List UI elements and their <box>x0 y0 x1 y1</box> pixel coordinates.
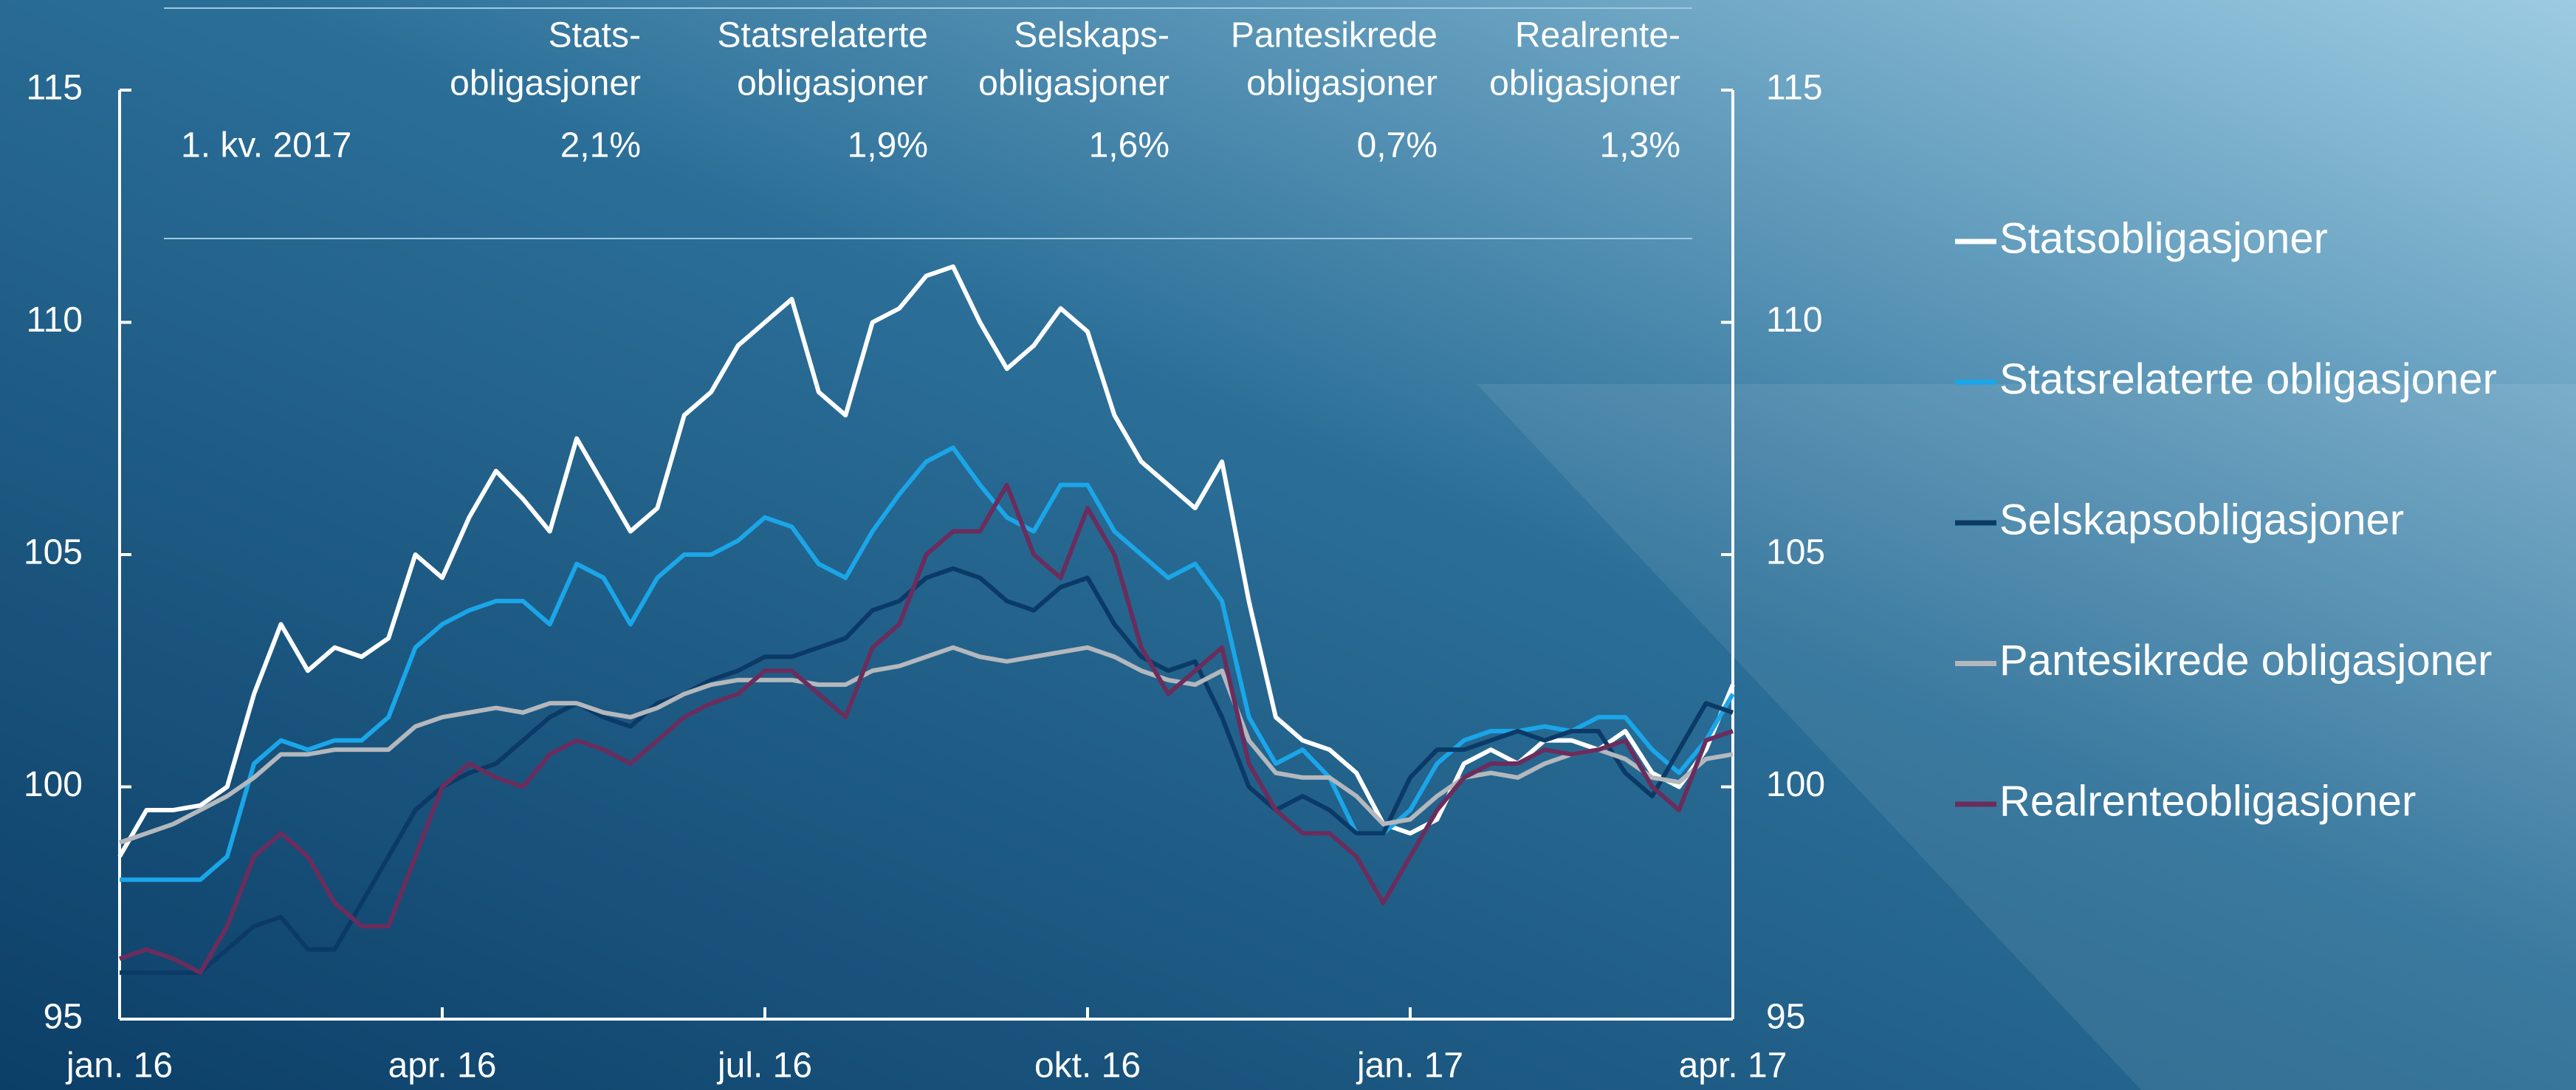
table-cell: 1,9% <box>848 126 928 165</box>
y2-tick-label: 105 <box>1766 533 1825 572</box>
x-tick-label: apr. 17 <box>1679 1046 1787 1086</box>
table-header: Stats- <box>549 16 641 55</box>
legend-label: Pantesikrede obligasjoner <box>1999 637 2492 685</box>
table-header: Statsrelaterte <box>718 16 928 55</box>
table-header: obligasjoner <box>1489 64 1680 103</box>
series-line <box>119 482 1734 976</box>
table-cell: 1,6% <box>1089 126 1169 165</box>
background-shape <box>1477 384 2576 1090</box>
table-cell: 1,3% <box>1600 126 1680 165</box>
y-tick-label: 105 <box>24 533 83 572</box>
table-cell: 0,7% <box>1357 126 1438 165</box>
y-tick-label: 110 <box>26 301 83 340</box>
table-header: obligasjoner <box>1246 64 1438 103</box>
table-header: obligasjoner <box>450 64 641 103</box>
series-line <box>117 264 1735 858</box>
table-header: obligasjoner <box>737 64 928 103</box>
legend-label: Statsrelaterte obligasjoner <box>1999 355 2497 403</box>
legend-label: Statsobligasjoner <box>1999 214 2328 262</box>
series-line <box>120 445 1735 882</box>
x-tick-label: okt. 16 <box>1034 1046 1141 1086</box>
table-cell: 2,1% <box>560 126 641 165</box>
x-tick-label: jul. 16 <box>716 1046 812 1086</box>
y-tick-label: 115 <box>26 69 83 108</box>
table-header: Realrente- <box>1515 16 1680 55</box>
y2-tick-label: 110 <box>1766 301 1823 340</box>
x-tick-label: jan. 16 <box>65 1046 173 1086</box>
y2-tick-label: 95 <box>1766 998 1805 1037</box>
table-header: Pantesikrede <box>1231 16 1438 55</box>
y2-tick-label: 115 <box>1766 69 1823 108</box>
y-tick-label: 95 <box>44 998 83 1037</box>
series-line <box>120 566 1734 976</box>
x-tick-label: apr. 16 <box>388 1046 497 1086</box>
table-row-label: 1. kv. 2017 <box>181 126 351 165</box>
table-header: Selskaps- <box>1014 16 1169 55</box>
legend-label: Realrenteobligasjoner <box>1999 777 2416 825</box>
y-tick-label: 100 <box>24 765 83 804</box>
legend-label: Selskapsobligasjoner <box>1999 496 2404 544</box>
y2-tick-label: 100 <box>1766 765 1825 804</box>
x-tick-label: jan. 17 <box>1356 1046 1463 1086</box>
table-header: obligasjoner <box>978 64 1169 103</box>
